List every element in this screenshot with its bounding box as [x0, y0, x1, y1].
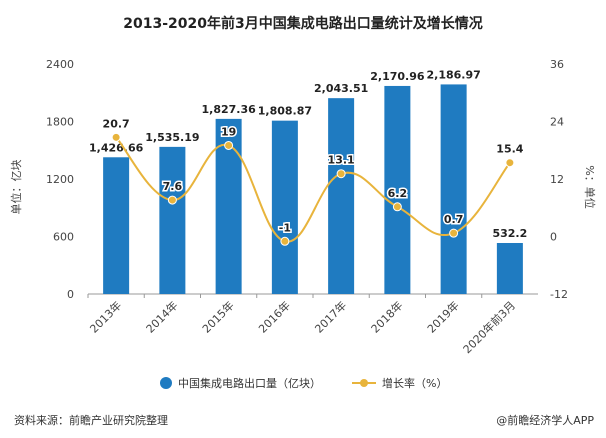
left-axis-ticks: 0 600 1200 1800 2400	[46, 58, 74, 301]
growth-labels: 20.7 7.6 19 -1 13.1 6.2 0.7 15.4	[101, 116, 525, 236]
x-tick-label: 2020年前3月	[460, 298, 518, 356]
right-axis-ticks: -12 0 12 24 36	[550, 58, 568, 301]
bar-value-label: 2,043.51	[314, 82, 368, 95]
growth-point	[505, 158, 515, 168]
bar	[384, 85, 411, 294]
bar-labels: 1,426.661,535.19 1,827.36 1,808.872,043.51…	[89, 68, 527, 240]
x-tick-label: 2016年	[256, 298, 293, 335]
legend: 中国集成电路出口量（亿块） 增长率（%）	[160, 376, 447, 390]
right-axis-title: %：单位	[583, 165, 597, 208]
left-tick-label: 1800	[46, 116, 74, 129]
bar	[328, 98, 355, 294]
x-tick-label: 2019年	[424, 298, 461, 335]
growth-value-label: 15.4	[496, 143, 523, 156]
left-tick-label: 2400	[46, 58, 74, 71]
left-tick-label: 0	[67, 288, 74, 301]
x-tick-label: 2014年	[143, 298, 180, 335]
growth-value-label: 19	[221, 125, 236, 138]
bar-value-label: 1,808.87	[258, 105, 312, 118]
bar-value-label: 1,535.19	[145, 131, 199, 144]
left-tick-label: 1200	[46, 173, 74, 186]
x-tick-label: 2018年	[368, 298, 405, 335]
x-tick-label: 2015年	[199, 298, 236, 335]
left-axis-title: 单位：亿块	[9, 160, 23, 215]
bar	[271, 120, 298, 294]
bar-value-label: 2,186.97	[426, 68, 480, 81]
x-tick-label: 2013年	[87, 298, 124, 335]
x-axis-ticks: 2013年 2014年 2015年 2016年 2017年 2018年 2019年2020年…	[87, 294, 518, 356]
footer-source: 资料来源：前瞻产业研究院整理	[14, 413, 168, 427]
legend-bar-label: 中国集成电路出口量（亿块）	[178, 376, 321, 390]
right-tick-label: 0	[550, 231, 557, 244]
growth-point	[167, 195, 177, 205]
growth-line	[115, 136, 511, 243]
bar	[103, 157, 130, 294]
growth-value-label: 6.2	[388, 187, 408, 200]
growth-point	[224, 140, 234, 150]
bar	[159, 146, 186, 294]
growth-point	[392, 202, 402, 212]
growth-point	[336, 169, 346, 179]
chart-title: 2013-2020年前3月中国集成电路出口量统计及增长情况	[123, 15, 482, 32]
x-tick-label: 2017年	[312, 298, 349, 335]
legend-line-label: 增长率（%）	[382, 376, 447, 390]
growth-points	[111, 132, 515, 246]
bar-value-label: 1,827.36	[201, 103, 256, 116]
growth-value-label: 0.7	[444, 213, 464, 226]
right-tick-label: -12	[550, 288, 568, 301]
growth-value-label: 20.7	[103, 117, 130, 130]
bar	[496, 242, 523, 294]
footer-brand: @前瞻经济学人APP	[496, 413, 594, 427]
growth-value-label: 13.1	[328, 154, 355, 167]
growth-value-label: 7.6	[163, 180, 183, 193]
legend-line-marker	[360, 379, 368, 387]
right-tick-label: 12	[550, 173, 564, 186]
bar	[440, 84, 467, 294]
bar-value-label: 2,170.96	[370, 70, 425, 83]
growth-point	[111, 132, 121, 142]
bar-series	[103, 84, 523, 295]
bar-value-label: 532.2	[492, 227, 527, 240]
growth-point	[280, 236, 290, 246]
growth-point	[449, 228, 459, 238]
legend-bar-swatch	[160, 377, 172, 389]
right-tick-label: 24	[550, 116, 564, 129]
left-tick-label: 600	[53, 231, 74, 244]
right-tick-label: 36	[550, 58, 564, 71]
bar-value-label: 1,426.66	[89, 141, 144, 154]
growth-value-label: -1	[279, 221, 291, 234]
